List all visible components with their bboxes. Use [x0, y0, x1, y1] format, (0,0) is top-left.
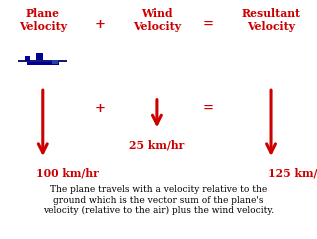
- Text: 25 km/hr: 25 km/hr: [129, 140, 184, 151]
- Text: +: +: [94, 18, 105, 31]
- Text: 100 km/hr: 100 km/hr: [36, 167, 99, 178]
- Text: Wind
Velocity: Wind Velocity: [133, 8, 181, 32]
- FancyBboxPatch shape: [18, 60, 68, 62]
- Text: +: +: [94, 102, 105, 115]
- Text: Plane
Velocity: Plane Velocity: [19, 8, 67, 32]
- FancyBboxPatch shape: [52, 60, 58, 64]
- FancyBboxPatch shape: [25, 56, 30, 61]
- Text: The plane travels with a velocity relative to the
ground which is the vector sum: The plane travels with a velocity relati…: [43, 185, 274, 215]
- FancyBboxPatch shape: [36, 53, 43, 60]
- Text: 125 km/hr: 125 km/hr: [268, 167, 317, 178]
- FancyBboxPatch shape: [27, 60, 59, 65]
- Text: =: =: [202, 102, 213, 115]
- Text: Resultant
Velocity: Resultant Velocity: [242, 8, 301, 32]
- Text: =: =: [202, 18, 213, 31]
